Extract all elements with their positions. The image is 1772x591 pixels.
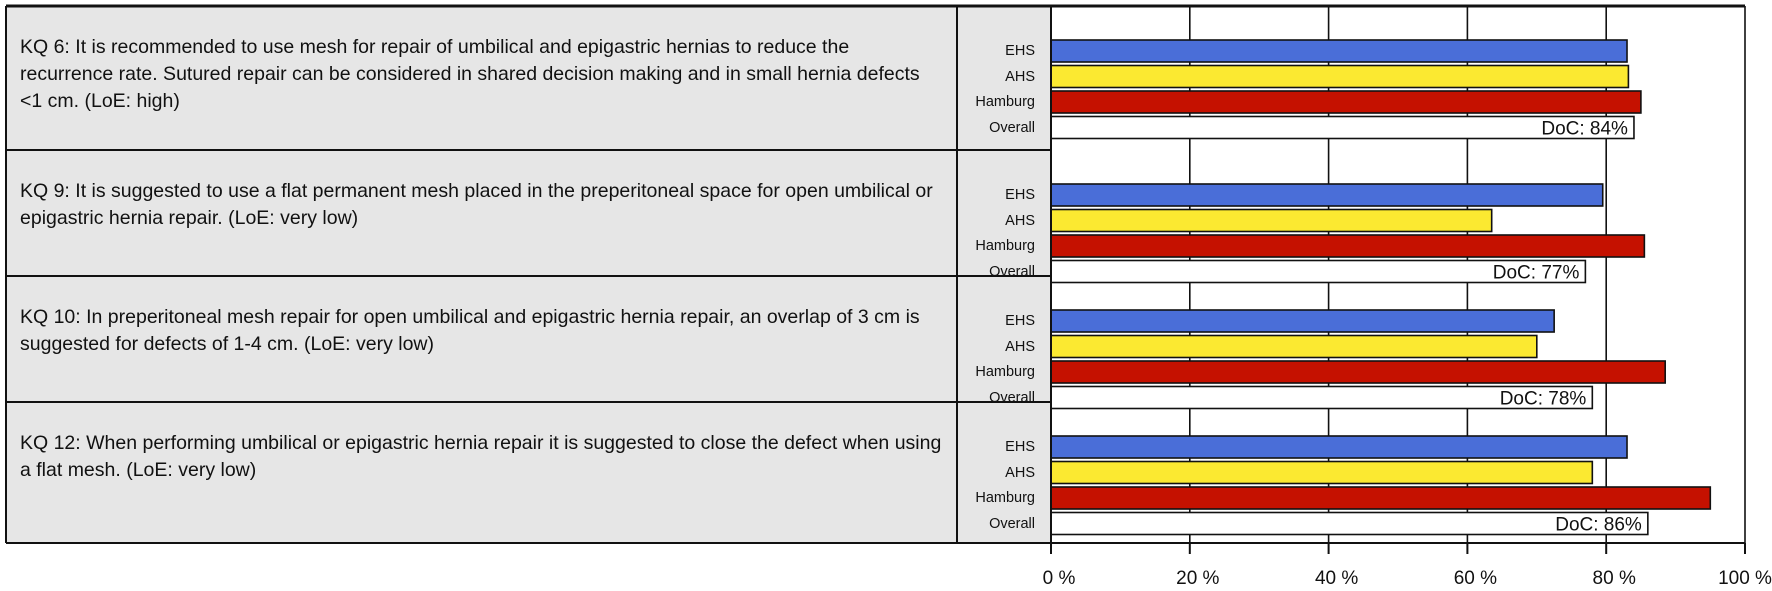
statement-text: KQ 9: It is suggested to use a flat perm… (6, 150, 956, 276)
category-label: Hamburg (975, 94, 1035, 110)
statement-text: KQ 10: In preperitoneal mesh repair for … (6, 276, 956, 402)
bar-hamburg (1050, 360, 1666, 384)
bar-ahs (1050, 334, 1538, 359)
bar-ehs (1050, 39, 1628, 63)
category-label: Overall (989, 119, 1035, 136)
category-label-column: EHS AHS Hamburg Overall (957, 150, 1051, 280)
category-label-column: EHS AHS Hamburg Overall (957, 402, 1051, 543)
doc-label: DoC: 84% (1541, 119, 1628, 140)
bar-hamburg (1050, 486, 1712, 510)
doc-label: DoC: 77% (1493, 263, 1580, 284)
bar-hamburg (1050, 90, 1642, 114)
bar-ehs (1050, 309, 1555, 333)
category-label: AHS (1005, 68, 1035, 85)
x-tick-label: 100 % (1718, 568, 1772, 589)
x-tick-label: 0 % (1043, 568, 1076, 589)
statement-text: KQ 12: When performing umbilical or epig… (6, 402, 956, 543)
category-label: AHS (1005, 338, 1035, 355)
doc-label: DoC: 86% (1555, 515, 1642, 536)
category-label: Hamburg (975, 490, 1035, 506)
category-label-column: EHS AHS Hamburg Overall (957, 6, 1051, 150)
category-label: EHS (1005, 313, 1035, 329)
category-label: AHS (1005, 464, 1035, 481)
bar-ehs (1050, 435, 1628, 459)
category-label: Hamburg (975, 238, 1035, 254)
category-label: Hamburg (975, 364, 1035, 380)
category-label: EHS (1005, 43, 1035, 59)
category-label: AHS (1005, 212, 1035, 229)
bar-ehs (1050, 183, 1604, 207)
bar-hamburg (1050, 234, 1646, 258)
bar-ahs (1050, 64, 1630, 89)
x-tick-label: 20 % (1176, 568, 1219, 589)
bar-ahs (1050, 460, 1594, 485)
bar-ahs (1050, 208, 1493, 233)
category-label: EHS (1005, 187, 1035, 203)
category-label: Overall (989, 515, 1035, 532)
category-label: EHS (1005, 439, 1035, 455)
x-tick-label: 60 % (1454, 568, 1497, 589)
statement-text: KQ 6: It is recommended to use mesh for … (6, 6, 956, 150)
doc-label: DoC: 78% (1500, 389, 1587, 410)
x-tick-label: 40 % (1315, 568, 1358, 589)
x-tick-label: 80 % (1593, 568, 1636, 589)
